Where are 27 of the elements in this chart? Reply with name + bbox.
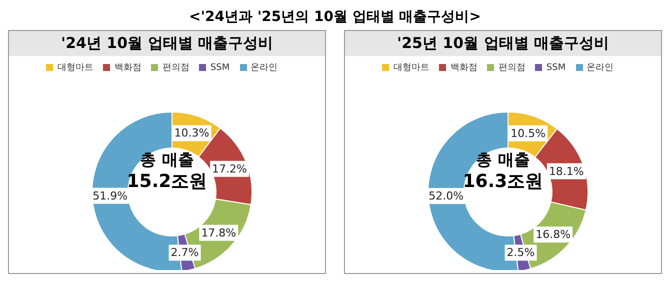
- data-label: 17.2%: [212, 162, 248, 176]
- data-label: 18.1%: [548, 164, 584, 178]
- legend-label: 편의점: [162, 63, 190, 73]
- data-label: 10.5%: [510, 126, 546, 140]
- text: <'24년과 '25년의 10월 업태별 매출구성비>: [188, 8, 482, 27]
- legend-label: SSM: [210, 63, 230, 73]
- data-label: 52.0%: [428, 189, 464, 202]
- data-label: 10.3%: [174, 126, 210, 140]
- chart-title: '25년 10월 업태별 매출구성비: [345, 31, 661, 56]
- data-label: 51.9%: [92, 189, 128, 202]
- legend-label: 백화점: [450, 63, 478, 73]
- legend-label: 편의점: [498, 63, 526, 73]
- data-label: 17.8%: [201, 226, 236, 240]
- text: 15.2조원: [126, 171, 208, 192]
- legend-label: SSM: [546, 63, 566, 73]
- legend-label: 백화점: [114, 63, 142, 73]
- data-label: 2.7%: [170, 246, 199, 260]
- data-label: 2.5%: [506, 246, 535, 260]
- data-label: 16.8%: [536, 228, 571, 242]
- text: 총 매출: [476, 150, 530, 169]
- legend-label: 대형마트: [393, 63, 430, 73]
- legend-label: 대형마트: [57, 63, 94, 73]
- text: 16.3조원: [462, 171, 544, 192]
- chart-title: '24년 10월 업태별 매출구성비: [9, 31, 325, 56]
- legend-label: 온라인: [586, 63, 614, 73]
- legend-label: 온라인: [250, 63, 278, 73]
- text: 총 매출: [140, 150, 194, 169]
